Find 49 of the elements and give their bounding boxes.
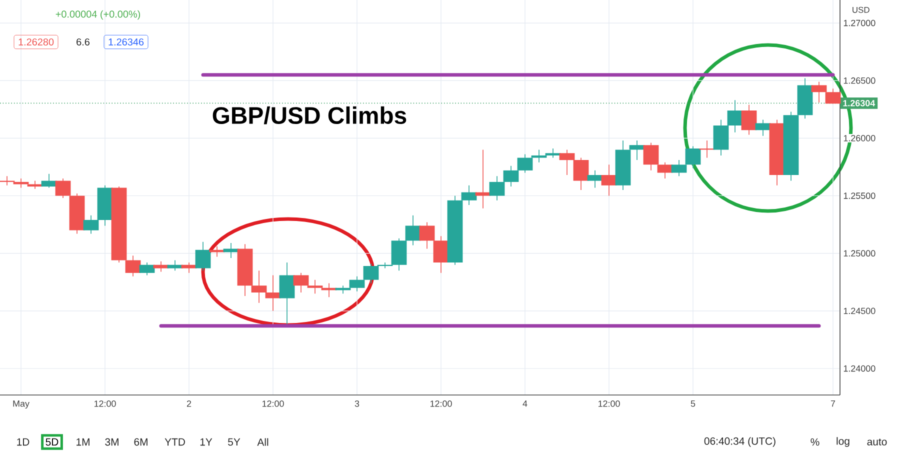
y-tick-label: 1.25000 — [844, 250, 876, 257]
y-tick-label: 1.26000 — [844, 135, 876, 142]
x-tick-label: 4 — [522, 400, 528, 407]
candlestick — [139, 262, 155, 276]
y-axis-title: USD — [852, 6, 870, 13]
annotation: 1.26280 — [18, 38, 54, 46]
text: 1M — [76, 438, 90, 446]
text: 06:40:34 (UTC) — [704, 437, 776, 447]
text: All — [257, 438, 268, 446]
annotation: +0.00004 (+0.00%) — [56, 10, 140, 20]
candlestick — [475, 149, 491, 209]
text: 1Y — [200, 438, 212, 446]
candlestick — [279, 262, 295, 326]
candlestick — [741, 104, 757, 136]
y-tick-label: 1.27000 — [844, 20, 876, 26]
text: log — [836, 437, 850, 447]
candlestick — [587, 170, 603, 188]
text: 5D — [46, 438, 58, 446]
x-tick-label: 12:00 — [262, 400, 284, 407]
annotation: 1.26346 — [108, 38, 144, 46]
candlestick — [223, 242, 239, 258]
x-tick-label: 12:00 — [598, 400, 620, 407]
y-tick-label: 1.26500 — [844, 77, 876, 84]
text: % — [810, 438, 820, 446]
candlestick — [755, 119, 771, 136]
candlestick — [181, 262, 197, 274]
x-tick-label: 2 — [186, 400, 192, 407]
text: 5Y — [228, 438, 240, 446]
candlestick — [195, 241, 211, 272]
text: YTD — [164, 438, 185, 446]
candlestick — [153, 261, 169, 272]
ref-line-label: 1.26304 — [843, 100, 876, 106]
y-tick-label: 1.24000 — [844, 365, 876, 372]
text: 3M — [105, 438, 118, 446]
y-tick-label: 1.24500 — [844, 308, 876, 314]
text: 6M — [134, 438, 148, 446]
text: 1D — [17, 438, 30, 446]
text: GBP/USD Climbs — [212, 106, 406, 124]
x-tick-label: May — [13, 400, 30, 409]
x-tick-label: 5 — [690, 400, 696, 407]
text: auto — [867, 438, 887, 446]
y-tick-label: 1.25500 — [844, 192, 876, 199]
x-tick-label: 7 — [830, 400, 836, 407]
candlestick — [601, 164, 617, 196]
annotation: 6.6 — [76, 38, 90, 46]
candlestick — [167, 260, 183, 272]
x-tick-label: 3 — [354, 400, 360, 407]
x-tick-label: 12:00 — [430, 400, 452, 407]
x-tick-label: 12:00 — [94, 400, 116, 407]
